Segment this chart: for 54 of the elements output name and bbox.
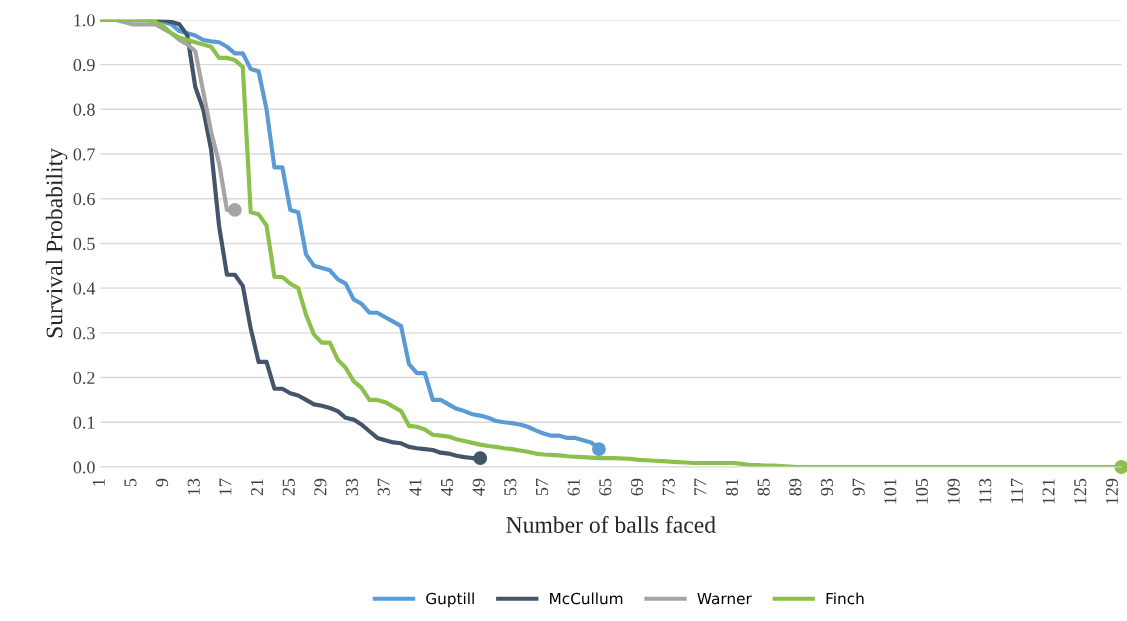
x-tick-label: 29 bbox=[314, 478, 327, 496]
x-tick-label: 5 bbox=[124, 478, 137, 487]
x-tick-label: 53 bbox=[504, 478, 517, 496]
x-tick-label: 73 bbox=[662, 478, 675, 495]
x-tick-label: 85 bbox=[757, 478, 770, 496]
x-tick-label: 33 bbox=[345, 478, 359, 496]
x-tick-label: 105 bbox=[915, 478, 928, 504]
x-tick-label: 17 bbox=[219, 478, 232, 495]
y-tick-label: 0.3 bbox=[73, 327, 95, 340]
x-tick-label: 81 bbox=[725, 479, 739, 496]
x-axis-title: Number of balls faced bbox=[506, 516, 716, 533]
y-tick-label: 0.2 bbox=[73, 371, 95, 385]
y-tick-label: 0.9 bbox=[73, 58, 95, 72]
point bbox=[473, 451, 488, 465]
x-tick-label: 9 bbox=[156, 478, 169, 487]
y-tick-label: 0.6 bbox=[73, 192, 95, 206]
legend-label: Guptill bbox=[426, 592, 474, 608]
y-tick-label: 0.1 bbox=[73, 416, 95, 429]
y-tick-label: 0.7 bbox=[73, 148, 95, 161]
x-tick-label: 101 bbox=[884, 479, 897, 504]
x-tick-label: 113 bbox=[979, 478, 992, 503]
x-tick-label: 61 bbox=[567, 479, 580, 496]
x-tick-label: 109 bbox=[947, 478, 960, 504]
x-tick-label: 21 bbox=[250, 479, 263, 496]
legend-label: Warner bbox=[697, 592, 752, 605]
x-tick-label: 45 bbox=[441, 478, 454, 496]
y-tick-label: 0.8 bbox=[73, 103, 95, 116]
x-tick-label: 89 bbox=[789, 478, 802, 496]
x-tick-label: 49 bbox=[472, 478, 485, 496]
x-tick-label: 37 bbox=[377, 478, 390, 496]
x-tick-label: 57 bbox=[536, 478, 549, 496]
x-tick-label: 69 bbox=[630, 478, 644, 496]
x-tick-label: 1 bbox=[92, 479, 105, 486]
legend-label: Finch bbox=[826, 592, 864, 605]
y-axis-title: Survival Probability bbox=[45, 148, 68, 338]
x-tick-label: 13 bbox=[187, 478, 200, 495]
x-tick-label: 117 bbox=[1010, 478, 1023, 503]
x-tick-label: 97 bbox=[852, 478, 865, 496]
x-tick-label: 121 bbox=[1042, 479, 1055, 504]
legend-label: McCullum bbox=[550, 592, 623, 605]
x-tick-label: 77 bbox=[694, 478, 707, 495]
y-tick-label: 0.0 bbox=[73, 461, 95, 474]
y-tick-label: 0.5 bbox=[73, 237, 95, 250]
y-tick-label: 0.4 bbox=[73, 282, 96, 295]
x-tick-label: 41 bbox=[409, 479, 422, 496]
y-tick-label: 1.0 bbox=[74, 14, 95, 27]
x-tick-label: 25 bbox=[282, 478, 295, 496]
x-tick-label: 65 bbox=[599, 478, 612, 496]
x-tick-label: 93 bbox=[820, 478, 834, 496]
point bbox=[592, 442, 606, 457]
x-tick-label: 129 bbox=[1105, 478, 1118, 504]
point bbox=[1114, 460, 1127, 474]
x-tick-label: 125 bbox=[1074, 478, 1087, 504]
point bbox=[227, 202, 242, 217]
